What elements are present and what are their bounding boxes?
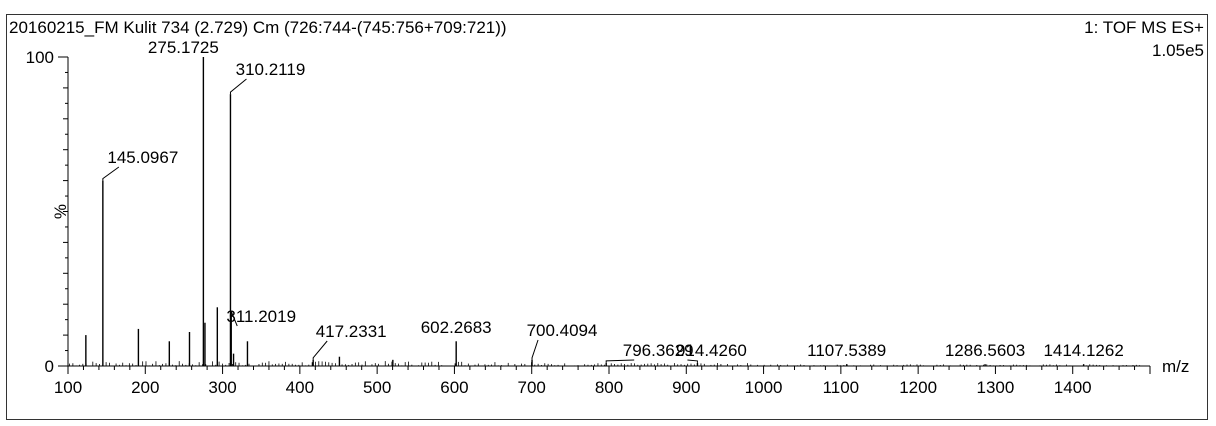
peak-label: 417.2331: [316, 322, 387, 341]
peak-label: 1107.5389: [807, 341, 886, 360]
x-tick-label: 200: [131, 378, 159, 397]
peak-label-leader: [687, 359, 698, 363]
x-tick-label: 1000: [745, 378, 783, 397]
x-tick-label: 400: [286, 378, 314, 397]
x-tick-label: 500: [363, 378, 391, 397]
x-tick-label: 1300: [977, 378, 1015, 397]
x-tick-label: 1100: [823, 378, 860, 397]
x-tick-label: 1400: [1054, 378, 1092, 397]
x-tick-label: 800: [595, 378, 623, 397]
peak-label-leader: [102, 166, 120, 181]
x-axis-label: m/z: [1162, 357, 1189, 376]
peak-label-leader: [230, 311, 238, 327]
peak-label: 1286.5603: [945, 341, 1025, 360]
y-tick-label: 100: [26, 48, 54, 67]
spectrum-title: 20160215_FM Kulit 734 (2.729) Cm (726:74…: [9, 18, 507, 37]
instrument-label: 1: TOF MS ES+: [1084, 18, 1204, 37]
peak-label-leader: [605, 359, 635, 363]
peak-label: 275.1725: [148, 38, 219, 57]
peak-label: 145.0967: [107, 148, 178, 167]
peak-label: 602.2683: [421, 318, 492, 337]
y-axis-label: %: [51, 204, 70, 219]
x-tick-label: 600: [440, 378, 468, 397]
x-tick-label: 300: [208, 378, 236, 397]
spectrum-frame: [6, 14, 1208, 420]
peak-label-leader: [531, 339, 539, 360]
x-tick-label: 1200: [899, 378, 937, 397]
x-tick-label: 700: [518, 378, 546, 397]
peak-label: 796.3629: [623, 341, 694, 360]
peak-label: 914.4260: [676, 341, 747, 360]
peak-label-leader: [229, 78, 247, 95]
x-tick-label: 100: [54, 378, 82, 397]
peak-label: 311.2019: [226, 307, 296, 326]
x-tick-label: 900: [672, 378, 700, 397]
peak-label: 700.4094: [527, 321, 598, 340]
peak-label: 310.2119: [236, 60, 306, 79]
peak-label: 1414.1262: [1043, 341, 1123, 360]
peak-label-leader: [312, 340, 328, 360]
intensity-label: 1.05e5: [1152, 41, 1204, 60]
y-tick-label: 0: [45, 357, 54, 376]
